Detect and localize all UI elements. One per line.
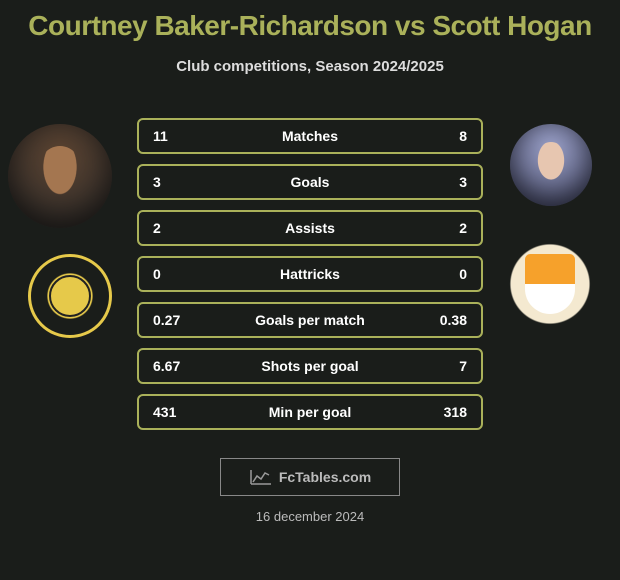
stat-value-right: 0.38 <box>407 312 467 328</box>
player2-club-crest <box>500 234 600 334</box>
brand-label: FcTables.com <box>279 469 371 485</box>
stat-row: 431 Min per goal 318 <box>137 394 483 430</box>
stat-label: Goals per match <box>213 312 407 328</box>
page-title: Courtney Baker-Richardson vs Scott Hogan <box>0 0 620 42</box>
stat-value-right: 318 <box>407 404 467 420</box>
stat-row: 6.67 Shots per goal 7 <box>137 348 483 384</box>
stat-value-right: 7 <box>407 358 467 374</box>
stat-label: Matches <box>213 128 407 144</box>
stat-label: Min per goal <box>213 404 407 420</box>
stat-value-left: 6.67 <box>153 358 213 374</box>
stat-value-right: 8 <box>407 128 467 144</box>
stat-label: Hattricks <box>213 266 407 282</box>
player1-avatar <box>8 124 112 228</box>
stat-row: 2 Assists 2 <box>137 210 483 246</box>
stat-value-left: 0.27 <box>153 312 213 328</box>
stat-label: Assists <box>213 220 407 236</box>
stat-value-left: 3 <box>153 174 213 190</box>
shield-icon <box>525 254 575 314</box>
stat-value-left: 11 <box>153 128 213 144</box>
stat-value-left: 0 <box>153 266 213 282</box>
player-silhouette-icon <box>532 142 570 188</box>
stat-value-left: 431 <box>153 404 213 420</box>
stat-value-right: 3 <box>407 174 467 190</box>
stat-row: 3 Goals 3 <box>137 164 483 200</box>
chart-icon <box>249 468 273 486</box>
stat-row: 0 Hattricks 0 <box>137 256 483 292</box>
brand-badge: FcTables.com <box>220 458 400 496</box>
subtitle: Club competitions, Season 2024/2025 <box>0 58 620 75</box>
stat-label: Shots per goal <box>213 358 407 374</box>
date-label: 16 december 2024 <box>0 509 620 524</box>
stat-value-right: 2 <box>407 220 467 236</box>
comparison-table: 11 Matches 8 3 Goals 3 2 Assists 2 0 Hat… <box>137 118 483 440</box>
player1-club-crest <box>28 254 112 338</box>
player-silhouette-icon <box>36 146 84 206</box>
stat-label: Goals <box>213 174 407 190</box>
stat-value-right: 0 <box>407 266 467 282</box>
stat-row: 11 Matches 8 <box>137 118 483 154</box>
stat-row: 0.27 Goals per match 0.38 <box>137 302 483 338</box>
stat-value-left: 2 <box>153 220 213 236</box>
player2-avatar <box>510 124 592 206</box>
